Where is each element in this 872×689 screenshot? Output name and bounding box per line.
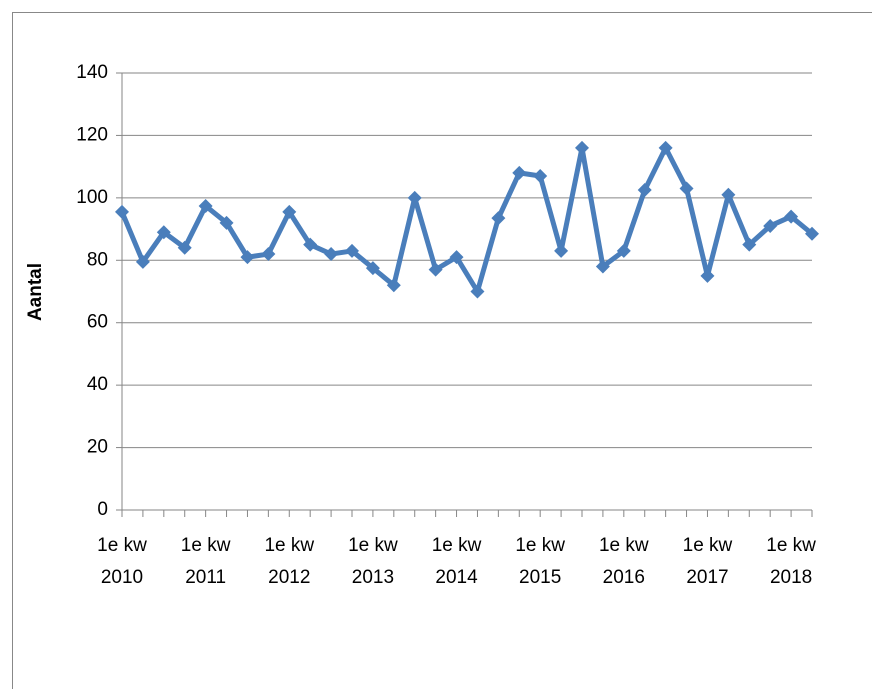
- data-point: [616, 243, 631, 258]
- data-point: [365, 261, 380, 276]
- data-point: [533, 169, 548, 184]
- data-point: [637, 183, 652, 198]
- y-tick-label: 80: [87, 249, 108, 270]
- data-point: [658, 140, 673, 155]
- x-tick-label: 1e kw 2018: [766, 535, 816, 588]
- data-point: [386, 278, 401, 293]
- data-point: [575, 140, 589, 155]
- data-point: [470, 284, 485, 299]
- y-tick-label: 0: [97, 499, 108, 520]
- data-point: [805, 226, 819, 241]
- data-point: [115, 204, 129, 219]
- data-point: [177, 240, 192, 255]
- y-tick-label: 120: [76, 124, 108, 145]
- y-axis-title: Aantal: [25, 263, 46, 321]
- data-point: [345, 243, 359, 258]
- x-tick-label: 1e kw 2012: [264, 535, 315, 588]
- x-tick-label: 1e kw 2011: [180, 535, 231, 588]
- data-point: [449, 250, 464, 265]
- data-point: [303, 237, 318, 252]
- data-point: [324, 247, 339, 262]
- data-point: [784, 209, 799, 224]
- data-point: [407, 190, 422, 205]
- data-point: [156, 225, 171, 240]
- x-tick-label: 1e kw 2016: [598, 535, 649, 588]
- data-point: [198, 198, 213, 213]
- data-point: [261, 247, 276, 262]
- data-point: [135, 254, 150, 269]
- data-point: [679, 181, 694, 196]
- x-tick-label: 1e kw 2013: [348, 535, 398, 588]
- data-point: [595, 259, 610, 274]
- data-point: [742, 237, 757, 252]
- data-point: [428, 262, 443, 277]
- data-point: [491, 211, 506, 226]
- data-point: [240, 250, 255, 265]
- data-point: [554, 243, 569, 258]
- y-tick-label: 60: [87, 312, 108, 333]
- data-point: [721, 187, 736, 202]
- y-tick-label: 20: [87, 437, 108, 458]
- x-tick-label: 1e kw 2014: [431, 535, 482, 588]
- y-tick-label: 40: [87, 374, 108, 395]
- y-tick-label: 100: [76, 187, 108, 208]
- data-point: [282, 204, 297, 219]
- data-point: [763, 218, 778, 233]
- y-tick-label: 140: [76, 62, 108, 83]
- data-point: [512, 165, 527, 180]
- x-tick-label: 1e kw 2015: [515, 535, 565, 588]
- x-tick-label: 1e kw 2010: [97, 535, 147, 588]
- chart-frame: [12, 12, 872, 689]
- x-tick-label: 1e kw 2017: [682, 535, 733, 588]
- data-line: [119, 145, 814, 294]
- data-point: [700, 268, 715, 283]
- data-point: [219, 215, 234, 230]
